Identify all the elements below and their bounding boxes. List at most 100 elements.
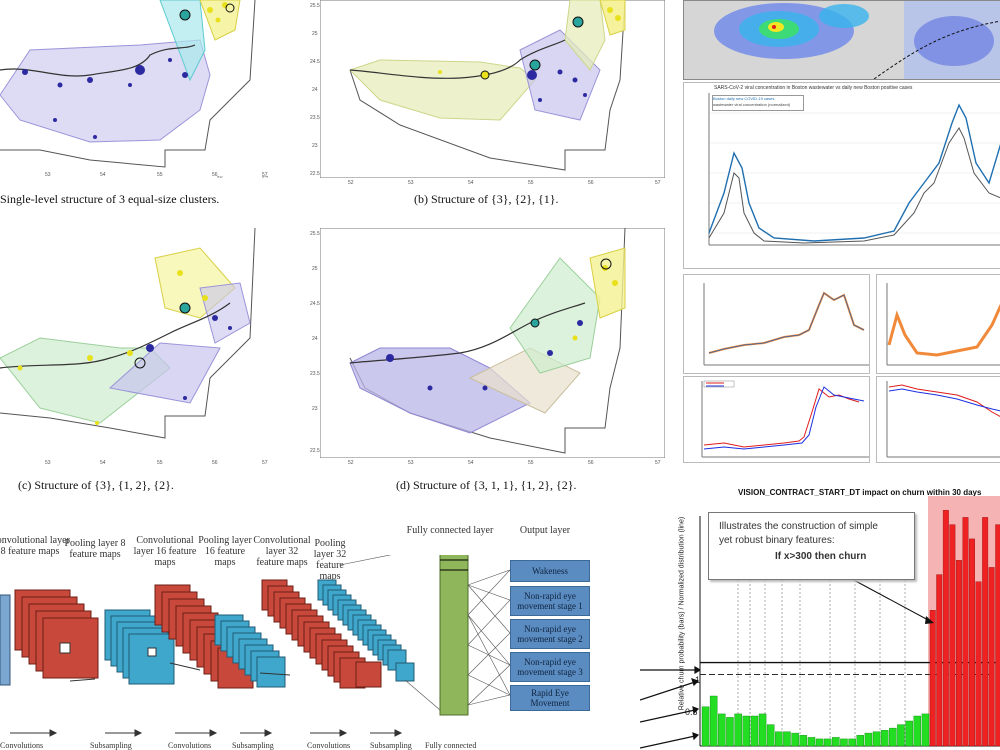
map-d-ytick: 23.5 (310, 371, 320, 377)
churn-ytick: 0.5 (685, 707, 698, 717)
bar-low (709, 695, 718, 747)
cnn-stage-label: Subsampling (90, 741, 132, 750)
cnn-layer-label: Convolutional layer 16 feature maps (133, 535, 197, 568)
bar-low (864, 732, 873, 747)
covid-chart-title: SARS-CoV-2 viral concentration in Boston… (714, 85, 913, 91)
output-rem: Rapid Eye Movement (510, 685, 590, 711)
map-b-ytick: 23 (312, 143, 318, 149)
bar-low (815, 738, 824, 747)
redblue-chart-left (683, 376, 870, 463)
bar-low (880, 730, 889, 747)
map-d-ytick: 25 (312, 266, 318, 272)
map-c-xtick: 53 (45, 460, 51, 466)
map-c-xtick: 56 (212, 460, 218, 466)
map-b-ytick: 22.5 (310, 171, 320, 177)
cnn-stage-label: Convolutions (0, 741, 44, 750)
heatmap-panel (683, 0, 1000, 80)
bar-low (750, 715, 759, 747)
map-b-xtick: 54 (468, 180, 474, 186)
bar-high (956, 560, 962, 747)
bar-low (897, 724, 905, 747)
map-b-xtick: 55 (528, 180, 534, 186)
bar-low (889, 727, 897, 747)
bar-low (701, 706, 710, 747)
map-c-xtick: 54 (100, 460, 106, 466)
map-d-xtick: 52 (348, 460, 354, 466)
map-d-ytick: 24 (312, 336, 318, 342)
map-panel-b: 25.5 25 24.5 24 23.5 23 22.5 52 53 54 55… (310, 0, 666, 186)
cnn-layer-label: Pooling layer 16 feature maps (198, 535, 252, 568)
map-a-xtick: 54 (100, 172, 106, 178)
bar-high (942, 510, 949, 747)
map-panel-a: 56 57 53 54 55 56 57 (0, 0, 270, 182)
bar-low (799, 735, 807, 747)
caption-c: (c) Structure of {3}, {1, 2}, {2}. (18, 478, 174, 492)
cnn-layer-label: Fully connected layer (406, 525, 494, 536)
map-d-ytick: 22.5 (310, 448, 320, 454)
churn-bar-chart (699, 496, 1000, 747)
bar-low (856, 735, 864, 747)
map-b-ytick: 23.5 (310, 115, 320, 121)
cnn-layer-label: Convolutional layer 8 feature maps (0, 535, 70, 557)
map-d-xtick: 53 (408, 460, 414, 466)
map-d-xtick: 54 (468, 460, 474, 466)
churn-note-line: yet robust binary features: (719, 535, 835, 546)
churn-arrows (640, 665, 700, 749)
map-b-xtick: 53 (408, 180, 414, 186)
cnn-stage-label: Subsampling (370, 741, 412, 750)
bar-low (758, 713, 767, 747)
map-c-xtick: 57 (262, 460, 268, 466)
map-b-xtick: 57 (655, 180, 661, 186)
bar-low (734, 713, 742, 747)
map-b-xtick: 52 (348, 180, 354, 186)
cnn-layer-label: Pooling layer 32 feature maps (313, 538, 347, 582)
bar-high (962, 517, 969, 747)
redblue-chart-right (876, 376, 1000, 463)
output-nrem1: Non-rapid eye movement stage 1 (510, 586, 590, 616)
bar-high (975, 581, 982, 747)
bar-high (982, 517, 989, 747)
map-a-xtick: 57 (262, 172, 268, 178)
cnn-layer-label: Output layer (519, 525, 571, 536)
bar-low (791, 732, 799, 747)
bar-low (742, 715, 751, 747)
bar-low (832, 737, 840, 747)
covid-legend-item: Boston daily new COVID-19 cases (713, 96, 775, 101)
cnn-stage-label: Convolutions (168, 741, 212, 750)
cnn-layer-label: Convolutional layer 32 feature maps (253, 535, 311, 568)
bar-low (872, 731, 881, 747)
churn-note-rule: If x>300 then churn (775, 551, 867, 562)
map-d-ytick: 23 (312, 406, 318, 412)
churn-note-line: Illustrates the construction of simple (719, 521, 878, 532)
orange-chart-right (876, 274, 1000, 374)
bar-low (807, 737, 816, 747)
map-b-ytick: 24.5 (310, 59, 320, 65)
output-nrem3: Non-rapid eye movement stage 3 (510, 652, 590, 682)
covid-chart: SARS-CoV-2 viral concentration in Boston… (683, 82, 1000, 269)
orange-chart-left (683, 274, 870, 374)
churn-chart-title: VISION_CONTRACT_START_DT impact on churn… (738, 488, 982, 497)
bar-high (988, 567, 995, 747)
cnn-stage-label: Convolutions (307, 741, 351, 750)
bar-high (969, 538, 975, 747)
map-b-ytick: 25 (312, 31, 318, 37)
bar-low (766, 724, 775, 747)
bar-high (936, 574, 943, 747)
map-b-xtick: 56 (588, 180, 594, 186)
churn-note: Illustrates the construction of simple y… (708, 512, 915, 580)
bar-low (840, 738, 848, 747)
map-a-xtick: 53 (45, 172, 51, 178)
bar-low (726, 717, 734, 747)
map-d-xtick: 55 (528, 460, 534, 466)
caption-a: Single-level structure of 3 equal-size c… (0, 192, 220, 206)
bar-low (783, 731, 791, 747)
bar-low (848, 738, 856, 747)
bar-high (995, 524, 1000, 747)
map-panel-d: 25.5 25 24.5 24 23.5 23 22.5 52 53 54 55… (310, 227, 666, 466)
caption-b: (b) Structure of {3}, {2}, {1}. (414, 192, 559, 206)
map-a-xtick: 55 (157, 172, 163, 178)
bar-high (929, 610, 936, 747)
bar-low (905, 720, 913, 747)
churn-ytick: 1 (695, 675, 701, 685)
cnn-layer-label: Pooling layer 8 feature maps (64, 538, 126, 560)
